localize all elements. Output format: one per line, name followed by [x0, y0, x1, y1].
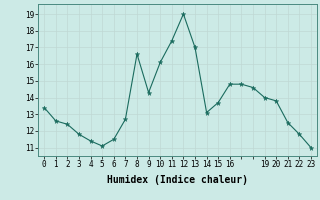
X-axis label: Humidex (Indice chaleur): Humidex (Indice chaleur) — [107, 175, 248, 185]
